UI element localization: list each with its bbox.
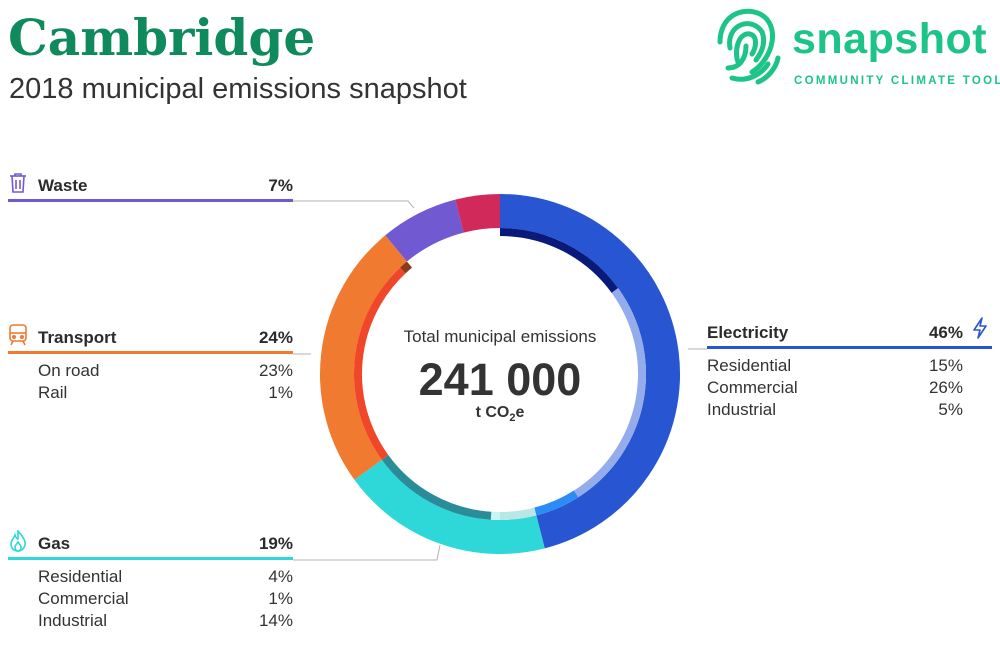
list-item: Residential 4%	[8, 566, 293, 588]
leader-line-waste	[293, 200, 415, 209]
legend-transport-value: 24%	[258, 328, 293, 347]
outer-slice-other	[455, 194, 501, 233]
inner-slice-electricity-commercial	[573, 288, 646, 498]
legend-waste-name: Waste	[38, 176, 88, 195]
list-item: Rail 1%	[8, 382, 293, 404]
logo-wordmark: snapshot	[792, 15, 988, 63]
legend-waste-value: 7%	[268, 176, 293, 195]
legend-electricity-value: 46%	[928, 323, 963, 342]
legend-electricity: Electricity 46% Residential 15% Commerci…	[707, 317, 992, 421]
inner-slice-gas-industrial	[381, 455, 492, 520]
legend-electricity-rule	[707, 346, 992, 349]
sub-value: 4%	[268, 567, 293, 586]
sub-value: 1%	[268, 589, 293, 608]
sub-label: Commercial	[707, 378, 798, 397]
sub-label: Rail	[38, 383, 68, 402]
legend-gas-name: Gas	[38, 534, 71, 553]
outer-slice-transport	[320, 235, 408, 480]
center-unit: t CO2e	[380, 404, 620, 424]
list-item: Commercial 1%	[8, 588, 293, 610]
center-value: 241 000	[418, 354, 582, 405]
sub-label: Commercial	[38, 589, 129, 608]
fingerprint-icon	[717, 8, 781, 85]
legend-transport-name: Transport	[38, 328, 117, 347]
sub-label: Industrial	[707, 400, 776, 419]
unit-subscript: 2	[509, 412, 516, 425]
sub-value: 1%	[268, 383, 293, 402]
sub-value: 26%	[928, 378, 963, 397]
page-title: Cambridge	[8, 8, 316, 67]
legend-gas-rule	[8, 557, 293, 560]
legend-gas-value: 19%	[258, 534, 293, 553]
inner-slice-transport-rail	[400, 261, 413, 274]
snapshot-logo: snapshot COMMUNITY CLIMATE TOOL	[712, 2, 1000, 90]
page-subtitle: 2018 municipal emissions snapshot	[9, 73, 467, 105]
logo-tagline: COMMUNITY CLIMATE TOOL	[794, 75, 1000, 87]
electricity-sublist: Residential 15% Commercial 26% Industria…	[707, 355, 992, 421]
gas-sublist: Residential 4% Commercial 1% Industrial …	[8, 566, 293, 632]
legend-gas: Gas 19% Residential 4% Commercial 1% Ind…	[8, 530, 293, 632]
flame-icon	[10, 530, 26, 552]
inner-slice-electricity-residential	[499, 228, 619, 293]
sub-value: 15%	[928, 356, 963, 375]
lightning-icon	[973, 317, 987, 339]
sub-label: Residential	[38, 567, 123, 586]
trash-icon	[10, 173, 26, 193]
unit-prefix: t CO	[475, 404, 510, 421]
outer-slice-electricity	[499, 194, 680, 549]
legend-electricity-name: Electricity	[707, 323, 789, 342]
list-item: Industrial 5%	[707, 399, 992, 421]
unit-suffix: e	[515, 404, 525, 421]
sub-label: Residential	[707, 356, 792, 375]
train-icon	[9, 324, 27, 346]
list-item: On road 23%	[8, 360, 293, 382]
outer-slice-waste	[385, 199, 465, 262]
outer-slice-gas	[354, 459, 545, 554]
list-item: Commercial 26%	[707, 377, 992, 399]
inner-slice-gas-residential	[499, 507, 537, 520]
sub-label: On road	[38, 361, 100, 380]
sub-value: 23%	[258, 361, 293, 380]
sub-value: 14%	[258, 611, 293, 630]
transport-sublist: On road 23% Rail 1%	[8, 360, 293, 404]
legend-transport-rule	[8, 351, 293, 354]
inner-slice-electricity-industrial	[534, 490, 579, 516]
legend-transport: Transport 24% On road 23% Rail 1%	[8, 324, 293, 404]
sub-label: Industrial	[38, 611, 107, 630]
leader-line-gas	[293, 544, 441, 561]
center-label: Total municipal emissions	[403, 327, 597, 346]
legend-waste: Waste 7%	[8, 172, 293, 202]
list-item: Residential 15%	[707, 355, 992, 377]
legend-waste-rule	[8, 199, 293, 202]
inner-slice-transport-on-road	[354, 267, 406, 460]
sub-value: 5%	[938, 400, 963, 419]
list-item: Industrial 14%	[8, 610, 293, 632]
